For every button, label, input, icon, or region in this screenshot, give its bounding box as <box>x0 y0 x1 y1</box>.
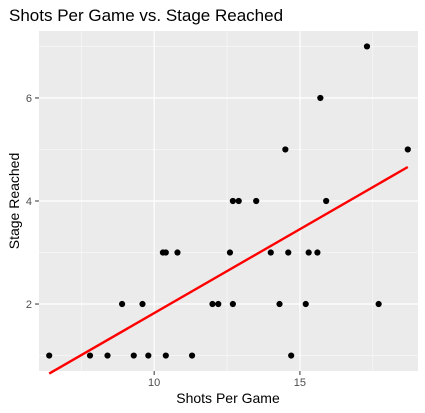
scatter-point <box>162 352 169 359</box>
scatter-point <box>285 249 292 256</box>
x-axis-title: Shots Per Game <box>176 390 280 406</box>
scatter-point <box>229 197 236 205</box>
scatter-point <box>267 249 274 256</box>
y-axis-title: Stage Reached <box>6 153 22 250</box>
trend-line-group <box>48 165 409 375</box>
x-tick-label: 15 <box>294 377 306 389</box>
chart-title: Shots Per Game vs. Stage Reached <box>9 6 283 25</box>
scatter-point <box>174 249 181 256</box>
scatter-point <box>130 352 137 359</box>
scatter-point <box>229 300 236 308</box>
scatter-point <box>305 249 312 256</box>
scatter-point <box>118 300 126 308</box>
scatter-point <box>86 352 94 359</box>
scatter-point <box>104 352 111 359</box>
scatter-point <box>188 352 196 359</box>
scatter-point <box>209 300 216 308</box>
y-tick-label: 2 <box>26 299 32 311</box>
scatter-point <box>363 43 371 50</box>
scatter-point <box>375 300 382 308</box>
scatter-point <box>288 352 295 359</box>
trend-line <box>48 165 409 375</box>
gridlines <box>39 31 418 371</box>
scatter-point <box>226 249 234 256</box>
scatter-point <box>46 352 53 359</box>
y-tick-label: 4 <box>26 196 32 208</box>
scatter-point <box>235 197 242 205</box>
scatter-point <box>215 300 222 308</box>
scatter-point <box>276 300 283 308</box>
scatter-point <box>253 197 260 205</box>
x-tick-label: 10 <box>148 377 160 389</box>
scatter-point <box>404 146 411 153</box>
data-points <box>46 43 411 359</box>
scatter-point <box>302 300 309 308</box>
y-tick-label: 6 <box>26 93 32 105</box>
x-axis-tick-labels: 10 15 <box>148 371 306 389</box>
y-axis-tick-labels: 2 4 6 <box>26 93 39 311</box>
scatter-point <box>317 94 324 102</box>
scatter-point <box>162 249 169 256</box>
scatter-point <box>145 352 152 359</box>
scatter-point <box>314 249 321 256</box>
scatter-point <box>323 197 330 205</box>
scatter-point <box>282 146 289 153</box>
scatter-point <box>139 300 146 308</box>
